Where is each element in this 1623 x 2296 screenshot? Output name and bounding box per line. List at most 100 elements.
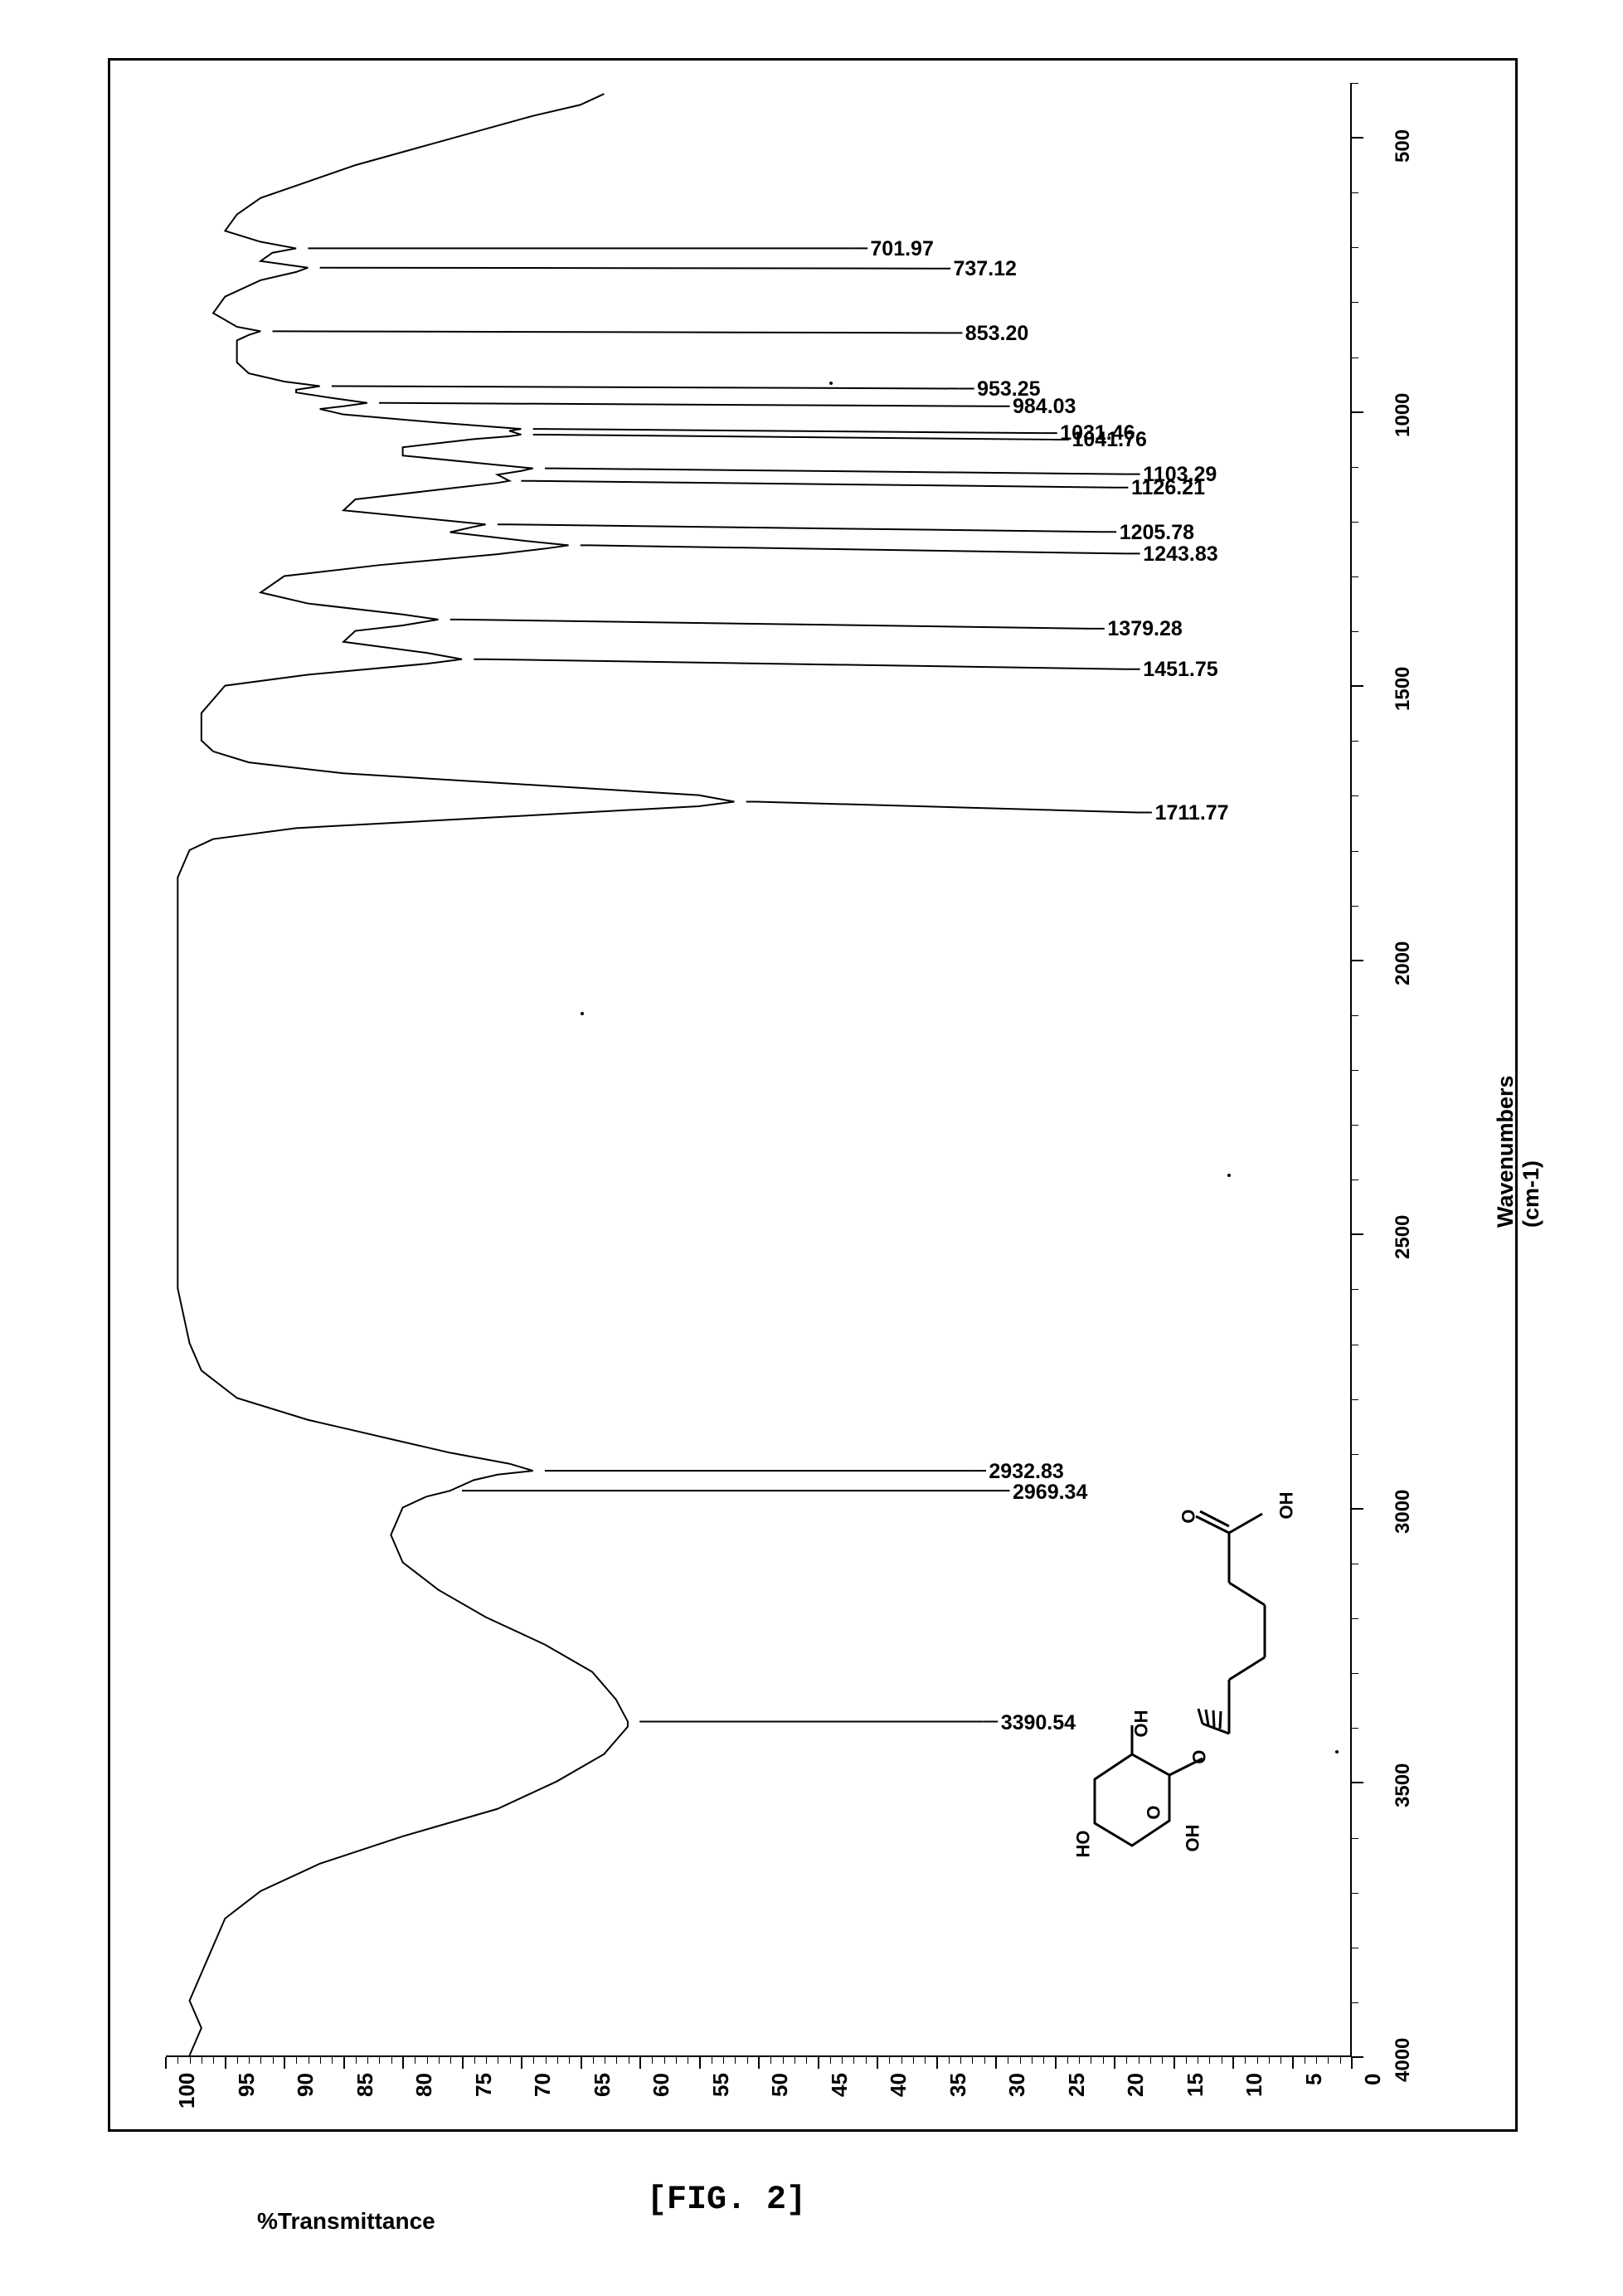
x-minor-tick: [1352, 1454, 1358, 1455]
y-minor-tick: [925, 2057, 926, 2064]
y-minor-tick: [1257, 2057, 1258, 2064]
y-tick-label: 25: [1064, 2073, 1090, 2097]
peak-label: 1711.77: [1155, 801, 1229, 825]
y-minor-tick: [593, 2057, 594, 2064]
x-tick: [1352, 685, 1363, 687]
y-tick: [284, 2057, 285, 2069]
y-minor-tick: [913, 2057, 914, 2064]
x-tick-label: 3500: [1392, 1763, 1415, 1807]
y-tick-label: 20: [1123, 2073, 1149, 2097]
y-tick-label: 15: [1183, 2073, 1208, 2097]
y-minor-tick: [1245, 2057, 1246, 2064]
y-tick-label: 35: [945, 2073, 971, 2097]
ir-spectrum-plot: OH O O O OH HO OH: [166, 83, 1352, 2057]
y-minor-tick: [510, 2057, 511, 2064]
y-minor-tick: [177, 2057, 178, 2064]
x-minor-tick: [1352, 576, 1358, 577]
y-minor-tick: [972, 2057, 973, 2064]
x-minor-tick: [1352, 1289, 1358, 1290]
y-minor-tick: [569, 2057, 570, 2064]
y-tick: [581, 2057, 582, 2069]
molecule-svg: [1037, 1476, 1319, 1891]
y-minor-tick: [783, 2057, 784, 2064]
y-minor-tick: [1150, 2057, 1151, 2064]
mol-o-3: O: [1144, 1805, 1165, 1819]
x-tick: [1352, 960, 1363, 961]
mol-o-2: O: [1189, 1749, 1211, 1763]
y-minor-tick: [1316, 2057, 1317, 2064]
peak-label: 2969.34: [1013, 1481, 1087, 1505]
y-tick-label: 70: [530, 2073, 556, 2097]
peak-label: 1126.21: [1131, 476, 1205, 500]
y-minor-tick: [1067, 2057, 1068, 2064]
y-tick: [1055, 2057, 1057, 2069]
y-minor-tick: [901, 2057, 902, 2064]
x-minor-tick: [1352, 467, 1358, 468]
y-minor-tick: [866, 2057, 867, 2064]
y-minor-tick: [830, 2057, 831, 2064]
y-minor-tick: [842, 2057, 843, 2064]
x-minor-tick: [1352, 1125, 1358, 1126]
y-tick-label: 0: [1360, 2074, 1386, 2085]
molecule-structure: OH O O O OH HO OH: [1037, 1476, 1319, 1891]
x-minor-tick: [1352, 192, 1358, 193]
y-minor-tick: [450, 2057, 451, 2064]
y-minor-tick: [794, 2057, 795, 2064]
mol-o-1: O: [1178, 1509, 1200, 1523]
x-axis-title: Wavenumbers (cm-1): [1493, 1075, 1544, 1228]
y-minor-tick: [1139, 2057, 1140, 2064]
x-minor-tick: [1352, 1838, 1358, 1839]
y-tick-label: 30: [1004, 2073, 1030, 2097]
y-minor-tick: [1328, 2057, 1329, 2064]
x-tick: [1352, 1233, 1363, 1235]
x-minor-tick: [1352, 2002, 1358, 2003]
x-minor-tick: [1352, 522, 1358, 523]
y-axis-title: %Transmittance: [257, 2208, 435, 2235]
y-tick-label: 95: [234, 2073, 260, 2097]
y-tick-label: 10: [1242, 2073, 1267, 2097]
artifact-dot: [829, 382, 833, 385]
mol-oh-3: OH: [1131, 1710, 1153, 1738]
x-tick: [1352, 1508, 1363, 1510]
y-minor-tick: [1340, 2057, 1341, 2064]
y-tick: [1292, 2057, 1294, 2069]
y-tick: [1351, 2057, 1353, 2069]
x-tick: [1352, 1782, 1363, 1783]
y-minor-tick: [190, 2057, 191, 2064]
x-minor-tick: [1352, 1618, 1358, 1619]
y-minor-tick: [984, 2057, 985, 2064]
y-tick-label: 90: [293, 2073, 318, 2097]
y-tick: [995, 2057, 997, 2069]
y-minor-tick: [557, 2057, 558, 2064]
y-tick: [343, 2057, 345, 2069]
y-minor-tick: [1032, 2057, 1033, 2064]
y-minor-tick: [735, 2057, 736, 2064]
y-minor-tick: [356, 2057, 357, 2064]
x-minor-tick: [1352, 631, 1358, 632]
y-minor-tick: [237, 2057, 238, 2064]
y-minor-tick: [1162, 2057, 1163, 2064]
x-tick-label: 2000: [1392, 941, 1415, 985]
artifact-dot: [1227, 1174, 1231, 1177]
y-minor-tick: [273, 2057, 274, 2064]
y-minor-tick: [213, 2057, 214, 2064]
y-tick: [758, 2057, 760, 2069]
figure-caption: [FIG. 2]: [647, 2182, 806, 2219]
y-minor-tick: [320, 2057, 321, 2064]
y-minor-tick: [1209, 2057, 1210, 2064]
x-minor-tick: [1352, 302, 1358, 303]
peak-label: 853.20: [965, 322, 1028, 346]
x-minor-tick: [1352, 83, 1358, 84]
y-tick: [1232, 2057, 1234, 2069]
x-tick: [1352, 2056, 1363, 2058]
y-minor-tick: [806, 2057, 807, 2064]
y-tick-label: 100: [174, 2073, 200, 2109]
y-minor-tick: [296, 2057, 297, 2064]
peak-label: 1205.78: [1120, 521, 1194, 545]
y-tick: [462, 2057, 464, 2069]
y-tick: [1114, 2057, 1115, 2069]
y-minor-tick: [747, 2057, 748, 2064]
y-tick: [521, 2057, 522, 2069]
y-tick-label: 60: [649, 2073, 674, 2097]
y-minor-tick: [439, 2057, 440, 2064]
